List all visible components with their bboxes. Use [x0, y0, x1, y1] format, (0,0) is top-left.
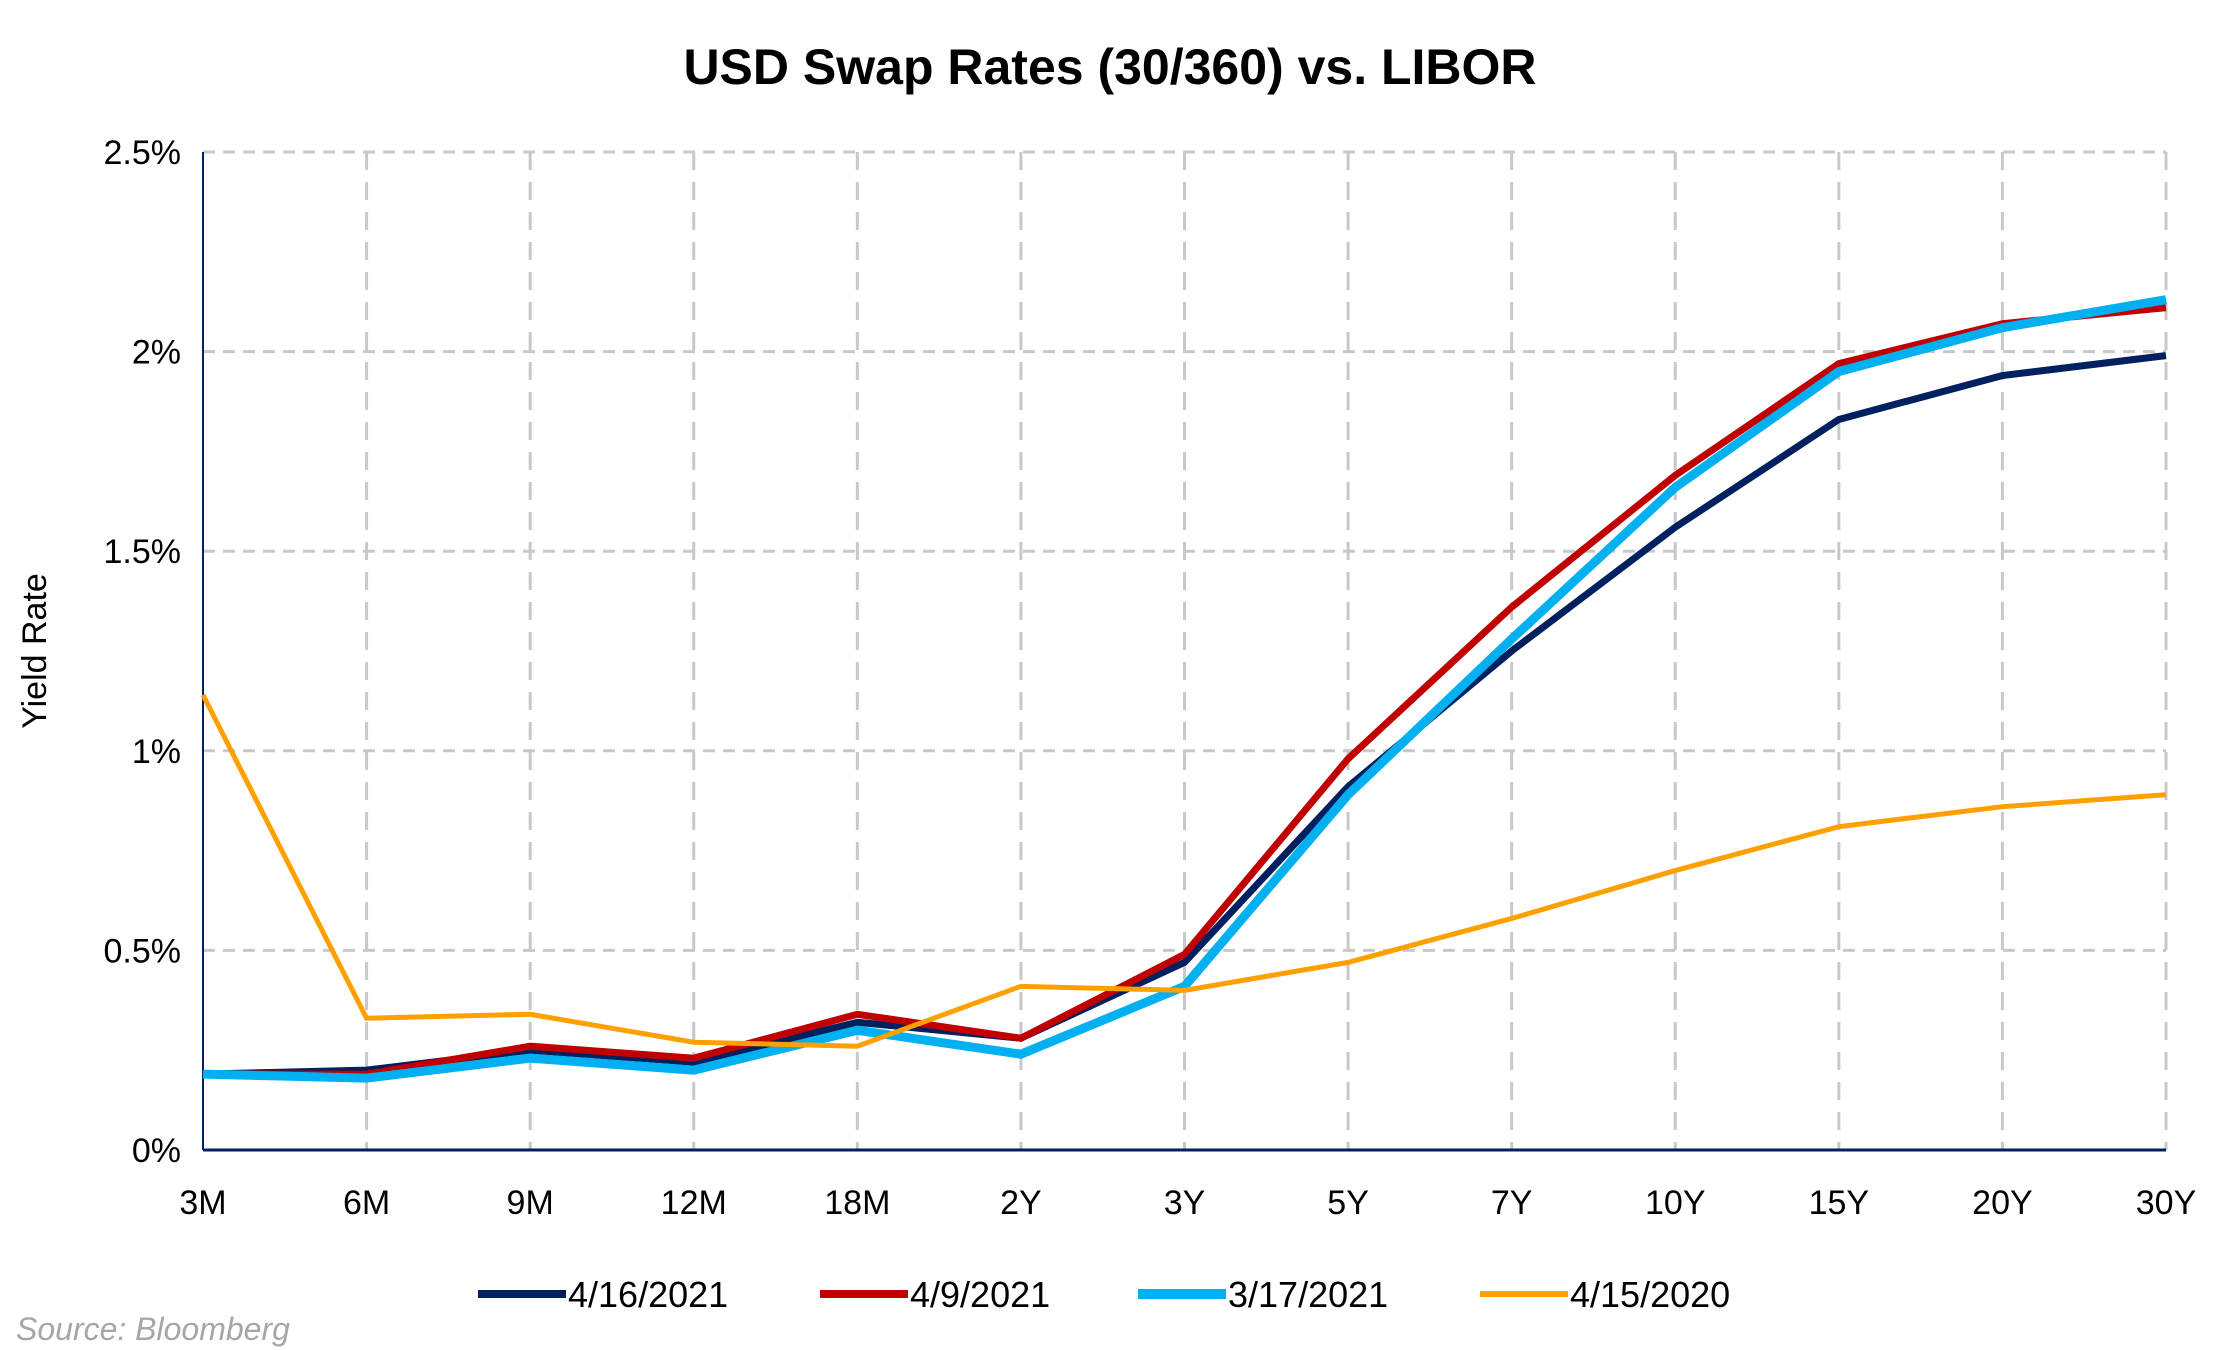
axes [202, 152, 2166, 1152]
x-tick-label: 3Y [1164, 1184, 1206, 1222]
x-tick-label: 7Y [1491, 1184, 1533, 1222]
x-tick-label: 30Y [2136, 1184, 2197, 1222]
legend-label: 4/16/2021 [568, 1274, 728, 1315]
x-tick-label: 5Y [1327, 1184, 1369, 1222]
legend-label: 4/9/2021 [910, 1274, 1050, 1315]
x-tick-label: 20Y [1972, 1184, 2033, 1222]
x-tick-label: 6M [343, 1184, 390, 1222]
series-line-4-16-2021 [202, 352, 2167, 1078]
y-tick-label: 2% [132, 334, 181, 372]
y-tick-label: 1.5% [104, 533, 182, 571]
series-line-3-17-2021 [202, 295, 2167, 1083]
gridlines [203, 150, 2168, 1150]
series-lines [200, 295, 2167, 1083]
series-line-4-9-2021 [203, 304, 2167, 1078]
chart-title: USD Swap Rates (30/360) vs. LIBOR [683, 39, 1536, 95]
y-tick-label: 1% [132, 733, 181, 771]
x-tick-label: 9M [507, 1184, 554, 1222]
x-tick-label: 10Y [1645, 1184, 1706, 1222]
y-tick-label: 0% [132, 1132, 181, 1170]
x-tick-label: 18M [824, 1184, 890, 1222]
legend-label: 3/17/2021 [1228, 1274, 1388, 1315]
y-tick-labels: 0% 0.5% 1% 1.5% 2% 2.5% [104, 134, 182, 1170]
legend-item: 4/9/2021 [820, 1274, 1050, 1315]
x-tick-label: 15Y [1809, 1184, 1870, 1222]
legend-item: 4/16/2021 [478, 1274, 728, 1315]
x-tick-label: 12M [661, 1184, 727, 1222]
y-tick-label: 2.5% [104, 134, 182, 172]
legend-label: 4/15/2020 [1570, 1274, 1730, 1315]
x-tick-label: 3M [179, 1184, 226, 1222]
source-note: Source: Bloomberg [16, 1311, 290, 1347]
series-line-4-15-2020 [200, 693, 2167, 1049]
x-tick-labels: 3M 6M 9M 12M 18M 2Y 3Y 5Y 7Y 10Y 15Y 20Y 30Y [179, 1184, 2196, 1222]
legend-item: 4/15/2020 [1480, 1274, 1730, 1315]
legend: 4/16/2021 4/9/2021 3/17/2021 4/15/2020 [478, 1274, 1730, 1315]
y-tick-label: 0.5% [104, 932, 182, 970]
legend-item: 3/17/2021 [1138, 1274, 1388, 1315]
x-tick-label: 2Y [1000, 1184, 1042, 1222]
y-axis-title: Yield Rate [16, 573, 54, 729]
